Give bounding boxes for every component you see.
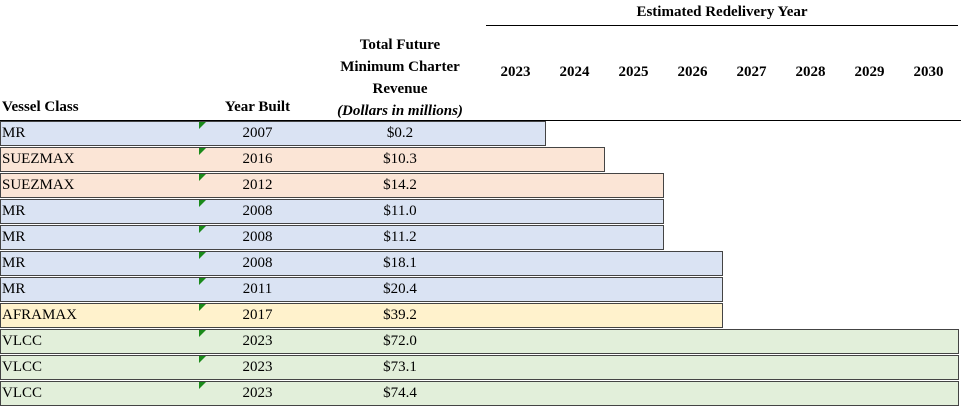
vessel-class-cell: MR	[2, 281, 26, 297]
cell-comment-indicator-icon	[199, 174, 206, 181]
year-built-cell: 2016	[242, 151, 273, 167]
table-row	[0, 173, 664, 198]
revenue-header: Total Future Minimum Charter Revenue (Do…	[315, 34, 485, 122]
cell-comment-indicator-icon	[199, 382, 206, 389]
year-column-header: 2030	[913, 64, 944, 80]
revenue-header-units: (Dollars in millions)	[337, 103, 463, 119]
revenue-header-line1: Total Future	[359, 37, 441, 53]
cell-comment-indicator-icon	[199, 330, 206, 337]
revenue-header-line3: Revenue	[372, 81, 428, 97]
revenue-cell: $39.2	[383, 307, 417, 323]
vessel-class-cell: MR	[2, 255, 26, 271]
vessel-class-cell: MR	[2, 203, 26, 219]
revenue-cell: $72.0	[383, 333, 417, 349]
cell-comment-indicator-icon	[199, 200, 206, 207]
vessel-class-cell: MR	[2, 229, 26, 245]
vessel-class-cell: VLCC	[2, 385, 43, 401]
year-built-cell: 2011	[242, 281, 273, 297]
vessel-class-cell: VLCC	[2, 333, 43, 349]
vessel-class-cell: SUEZMAX	[2, 177, 75, 193]
table-row	[0, 121, 546, 146]
year-built-cell: 2007	[242, 125, 273, 141]
year-built-cell: 2023	[242, 359, 273, 375]
vessel-class-cell: SUEZMAX	[2, 151, 75, 167]
vessel-class-cell: MR	[2, 125, 26, 141]
revenue-cell: $11.0	[383, 203, 417, 219]
cell-comment-indicator-icon	[199, 356, 206, 363]
revenue-cell: $0.2	[386, 125, 414, 141]
header-bottom-rule	[0, 120, 961, 121]
cell-comment-indicator-icon	[199, 148, 206, 155]
cell-comment-indicator-icon	[199, 122, 206, 129]
year-built-cell: 2008	[242, 255, 273, 271]
year-column-header: 2026	[677, 64, 708, 80]
revenue-cell: $20.4	[383, 281, 417, 297]
year-built-cell: 2008	[242, 203, 273, 219]
cell-comment-indicator-icon	[199, 304, 206, 311]
year-column-header: 2025	[618, 64, 649, 80]
revenue-cell: $74.4	[383, 385, 417, 401]
vessel-class-cell: VLCC	[2, 359, 43, 375]
table-row	[0, 147, 605, 172]
vessel-class-cell: AFRAMAX	[2, 307, 78, 323]
year-built-cell: 2017	[242, 307, 273, 323]
year-built-header: Year Built	[224, 99, 291, 115]
year-built-cell: 2023	[242, 333, 273, 349]
cell-comment-indicator-icon	[199, 226, 206, 233]
cell-comment-indicator-icon	[199, 252, 206, 259]
revenue-cell: $18.1	[383, 255, 417, 271]
year-column-header: 2029	[854, 64, 885, 80]
year-column-header: 2023	[500, 64, 531, 80]
table-row	[0, 303, 723, 328]
year-built-cell: 2012	[242, 177, 273, 193]
vessel-class-header: Vessel Class	[2, 99, 79, 115]
revenue-header-line2: Minimum Charter	[340, 59, 460, 75]
cell-comment-indicator-icon	[199, 278, 206, 285]
revenue-cell: $14.2	[383, 177, 417, 193]
estimated-redelivery-underline	[486, 25, 958, 26]
year-built-cell: 2008	[242, 229, 273, 245]
revenue-cell: $73.1	[383, 359, 417, 375]
table-row	[0, 329, 959, 354]
table-row	[0, 225, 664, 250]
table-row	[0, 251, 723, 276]
year-column-header: 2024	[559, 64, 590, 80]
table-row	[0, 355, 959, 380]
revenue-cell: $11.2	[383, 229, 417, 245]
table-row	[0, 381, 959, 406]
year-column-header: 2028	[795, 64, 826, 80]
estimated-redelivery-title: Estimated Redelivery Year	[636, 4, 808, 20]
revenue-cell: $10.3	[383, 151, 417, 167]
table-row	[0, 199, 664, 224]
year-column-header: 2027	[736, 64, 767, 80]
table-row	[0, 277, 723, 302]
year-built-cell: 2023	[242, 385, 273, 401]
